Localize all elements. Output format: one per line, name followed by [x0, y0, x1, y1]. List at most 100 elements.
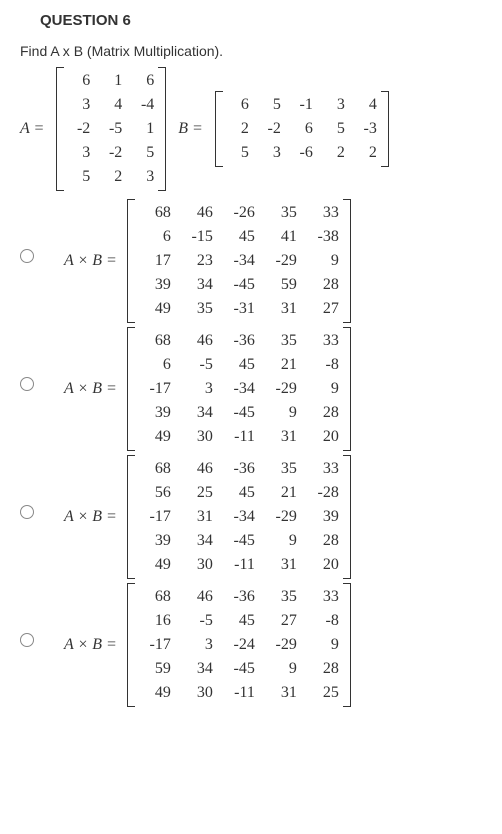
matrix-cell: -36 — [223, 585, 255, 609]
matrix-cell: 46 — [181, 201, 213, 225]
matrix-cell: 34 — [181, 529, 213, 553]
matrix-cell: -5 — [181, 353, 213, 377]
matrix-cell: 30 — [181, 681, 213, 705]
radio-button[interactable] — [20, 377, 34, 391]
radio-button[interactable] — [20, 633, 34, 647]
matrix-cell: 45 — [223, 225, 255, 249]
matrix-cell: 27 — [307, 297, 339, 321]
radio-button[interactable] — [20, 505, 34, 519]
matrix-cell: 5 — [227, 141, 249, 165]
result-matrix: 6846-2635336-154541-381723-34-2993934-45… — [127, 199, 351, 323]
label-axb: A × B = — [64, 508, 117, 526]
matrix-cell: -28 — [307, 481, 339, 505]
matrix-cell: -34 — [223, 377, 255, 401]
matrix-cell: 45 — [223, 609, 255, 633]
matrix-cell: 5 — [132, 141, 154, 165]
matrix-cell: -5 — [100, 117, 122, 141]
matrix-cell: -45 — [223, 273, 255, 297]
matrix-cell: 33 — [307, 585, 339, 609]
result-matrix: 6846-3635336-54521-8-173-34-2993934-4592… — [127, 327, 351, 451]
matrix-cell: 9 — [265, 529, 297, 553]
matrix-cell: 35 — [265, 201, 297, 225]
matrix-cell: 45 — [223, 481, 255, 505]
matrix-cell: -26 — [223, 201, 255, 225]
result-matrix: 6846-36353316-54527-8-173-24-2995934-459… — [127, 583, 351, 707]
matrix-cell: 68 — [139, 585, 171, 609]
matrix-cell: -36 — [223, 457, 255, 481]
matrix-cell: 2 — [100, 165, 122, 189]
label-b: B = — [178, 120, 203, 138]
matrix-cell: -11 — [223, 553, 255, 577]
matrix-cell: 9 — [265, 401, 297, 425]
matrix-cell: -4 — [132, 93, 154, 117]
matrix-cell: -6 — [291, 141, 313, 165]
question-prompt: Find A x B (Matrix Multiplication). — [20, 43, 482, 59]
matrix-cell: 28 — [307, 273, 339, 297]
matrix-cell: -34 — [223, 505, 255, 529]
matrix-cell: 34 — [181, 401, 213, 425]
matrix-cell: 31 — [265, 681, 297, 705]
matrix-cell: 49 — [139, 425, 171, 449]
matrix-cell: 20 — [307, 425, 339, 449]
radio-button[interactable] — [20, 249, 34, 263]
matrix-cell: 21 — [265, 481, 297, 505]
matrix-cell: 31 — [265, 297, 297, 321]
matrix-cell: 20 — [307, 553, 339, 577]
matrix-cell: 46 — [181, 457, 213, 481]
matrix-cell: -1 — [291, 93, 313, 117]
matrix-cell: -29 — [265, 505, 297, 529]
matrix-cell: 3 — [259, 141, 281, 165]
matrix-cell: -3 — [355, 117, 377, 141]
matrix-cell: -8 — [307, 353, 339, 377]
matrix-cell: -5 — [181, 609, 213, 633]
matrix-cell: 3 — [68, 141, 90, 165]
answer-option: A × B =6846-2635336-154541-381723-34-299… — [20, 199, 482, 323]
matrix-cell: 5 — [259, 93, 281, 117]
matrix-cell: -29 — [265, 249, 297, 273]
matrix-cell: -24 — [223, 633, 255, 657]
matrix-cell: -11 — [223, 425, 255, 449]
matrix-cell: 1 — [132, 117, 154, 141]
matrix-cell: 5 — [323, 117, 345, 141]
matrix-cell: 3 — [181, 377, 213, 401]
matrix-cell: 3 — [323, 93, 345, 117]
matrix-cell: 31 — [265, 553, 297, 577]
matrix-cell: -29 — [265, 377, 297, 401]
answer-option: A × B =6846-3635336-54521-8-173-34-29939… — [20, 327, 482, 451]
matrix-cell: 6 — [139, 353, 171, 377]
matrix-cell: 9 — [307, 249, 339, 273]
matrix-cell: 23 — [181, 249, 213, 273]
matrix-b: 65-1342-265-353-622 — [215, 91, 389, 167]
answer-option: A × B =6846-36353316-54527-8-173-24-2995… — [20, 583, 482, 707]
matrix-cell: 33 — [307, 457, 339, 481]
matrix-cell: 2 — [355, 141, 377, 165]
matrix-cell: 6 — [139, 225, 171, 249]
matrix-cell: 41 — [265, 225, 297, 249]
matrix-cell: 35 — [265, 585, 297, 609]
matrix-cell: 9 — [265, 657, 297, 681]
given-matrices: A = 61634-4-2-513-25523 B = 65-1342-265-… — [20, 67, 482, 191]
matrix-cell: 25 — [307, 681, 339, 705]
matrix-cell: 46 — [181, 329, 213, 353]
matrix-cell: -17 — [139, 633, 171, 657]
matrix-cell: 9 — [307, 633, 339, 657]
matrix-cell: 21 — [265, 353, 297, 377]
matrix-cell: -29 — [265, 633, 297, 657]
matrix-cell: 28 — [307, 657, 339, 681]
matrix-cell: 4 — [355, 93, 377, 117]
matrix-cell: 2 — [227, 117, 249, 141]
matrix-cell: 6 — [227, 93, 249, 117]
matrix-cell: 34 — [181, 657, 213, 681]
matrix-cell: 3 — [68, 93, 90, 117]
matrix-cell: -2 — [259, 117, 281, 141]
matrix-cell: 35 — [265, 457, 297, 481]
matrix-a: 61634-4-2-513-25523 — [56, 67, 166, 191]
matrix-cell: 34 — [181, 273, 213, 297]
matrix-cell: 3 — [181, 633, 213, 657]
matrix-cell: 45 — [223, 353, 255, 377]
matrix-cell: 39 — [139, 529, 171, 553]
matrix-cell: 46 — [181, 585, 213, 609]
matrix-cell: 25 — [181, 481, 213, 505]
matrix-cell: 6 — [68, 69, 90, 93]
matrix-cell: 6 — [291, 117, 313, 141]
